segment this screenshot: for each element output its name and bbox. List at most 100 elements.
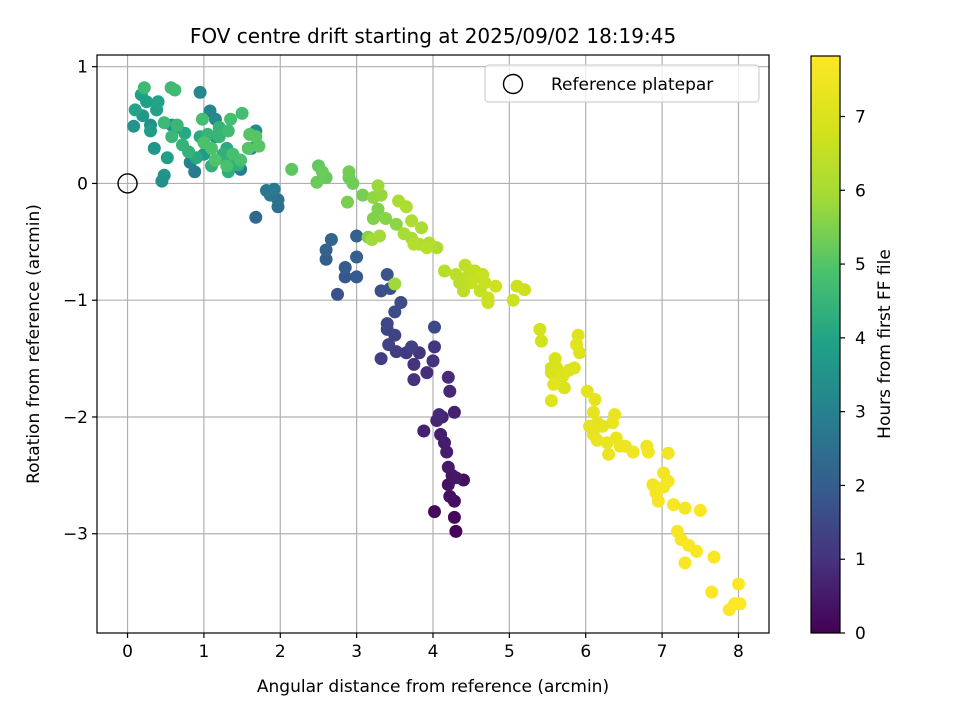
data-point xyxy=(426,354,440,368)
data-point xyxy=(732,577,745,591)
data-point xyxy=(338,261,352,274)
data-point xyxy=(457,284,470,298)
data-point xyxy=(567,361,581,375)
data-point xyxy=(315,165,329,179)
data-point xyxy=(350,229,364,243)
data-point xyxy=(420,241,434,255)
data-point xyxy=(252,139,266,153)
data-points xyxy=(127,81,747,617)
data-point xyxy=(234,153,248,167)
data-point xyxy=(443,384,457,398)
x-tick-label: 7 xyxy=(657,642,668,662)
y-tick-label: −2 xyxy=(63,408,88,428)
data-point xyxy=(705,585,719,599)
data-point xyxy=(356,188,370,202)
data-point xyxy=(394,296,408,309)
y-tick-label: 0 xyxy=(77,174,88,194)
data-point xyxy=(193,85,207,99)
x-tick-label: 8 xyxy=(733,642,744,662)
data-point xyxy=(310,175,324,189)
colorbar-tick-label: 1 xyxy=(855,550,866,570)
data-point xyxy=(157,116,171,130)
data-point xyxy=(220,159,234,173)
y-axis-ticks: 1 0 −1 −2 −3 xyxy=(63,58,97,545)
data-point xyxy=(235,106,249,120)
data-point xyxy=(580,384,594,398)
data-point xyxy=(405,340,419,354)
data-point xyxy=(221,124,235,138)
data-point xyxy=(678,501,692,515)
data-point xyxy=(170,118,184,132)
colorbar-label: Hours from first FF file xyxy=(875,249,895,439)
data-point xyxy=(506,293,520,307)
data-point xyxy=(165,130,179,144)
data-point xyxy=(405,214,419,228)
data-point xyxy=(382,338,396,352)
data-point xyxy=(350,250,364,264)
data-point xyxy=(489,279,503,293)
data-point xyxy=(140,95,154,109)
data-point xyxy=(707,550,721,564)
data-point xyxy=(657,466,671,480)
data-point xyxy=(267,182,281,196)
data-point xyxy=(661,446,675,460)
data-point xyxy=(626,445,640,459)
data-point xyxy=(195,112,209,126)
data-point xyxy=(380,268,394,281)
data-point xyxy=(441,370,455,384)
data-point xyxy=(197,136,211,150)
data-point xyxy=(399,200,413,214)
data-point xyxy=(417,424,431,438)
data-point xyxy=(379,212,393,225)
data-point xyxy=(168,83,182,97)
data-point xyxy=(182,145,196,159)
data-point xyxy=(128,103,142,117)
data-point xyxy=(441,460,455,474)
data-point xyxy=(428,340,441,354)
colorbar-tick-label: 2 xyxy=(855,476,866,496)
data-point xyxy=(588,393,602,406)
data-point xyxy=(388,277,402,291)
colorbar-tick-label: 7 xyxy=(855,108,866,128)
data-point xyxy=(241,141,255,155)
colorbar-gradient xyxy=(810,55,841,634)
data-point xyxy=(380,317,394,331)
x-tick-label: 0 xyxy=(122,642,133,662)
y-tick-label: −1 xyxy=(63,291,88,311)
data-point xyxy=(319,243,333,257)
data-point xyxy=(160,151,174,165)
data-point xyxy=(518,283,532,297)
data-point xyxy=(449,524,463,538)
legend-marker-reference xyxy=(502,73,524,95)
data-point xyxy=(641,445,655,459)
data-point xyxy=(331,287,344,301)
data-point xyxy=(434,428,448,441)
data-point xyxy=(224,112,238,126)
colorbar-tick-label: 0 xyxy=(855,624,866,644)
data-point xyxy=(432,408,446,422)
colorbar: 0 1 2 3 4 5 6 7 Hours from first FF file xyxy=(810,55,895,644)
data-point xyxy=(374,352,388,366)
data-point xyxy=(151,95,165,109)
data-point xyxy=(373,229,386,243)
data-point xyxy=(388,305,402,319)
data-point xyxy=(443,489,457,503)
data-point xyxy=(447,405,461,419)
chart-title: FOV centre drift starting at 2025/09/02 … xyxy=(190,24,676,48)
reference-platepar-marker xyxy=(117,173,138,194)
reference-marker-layer xyxy=(117,173,138,194)
data-point xyxy=(428,320,441,334)
data-point xyxy=(602,447,616,461)
data-point xyxy=(157,168,171,182)
data-point xyxy=(667,498,680,512)
data-point xyxy=(178,126,192,140)
x-tick-label: 5 xyxy=(504,642,515,662)
legend-box xyxy=(484,64,760,103)
data-point xyxy=(438,264,451,278)
data-point xyxy=(285,162,299,176)
data-point xyxy=(147,141,161,155)
data-point xyxy=(338,270,352,284)
colorbar-tick-label: 5 xyxy=(855,255,866,275)
legend-label: Reference platepar xyxy=(551,75,713,95)
